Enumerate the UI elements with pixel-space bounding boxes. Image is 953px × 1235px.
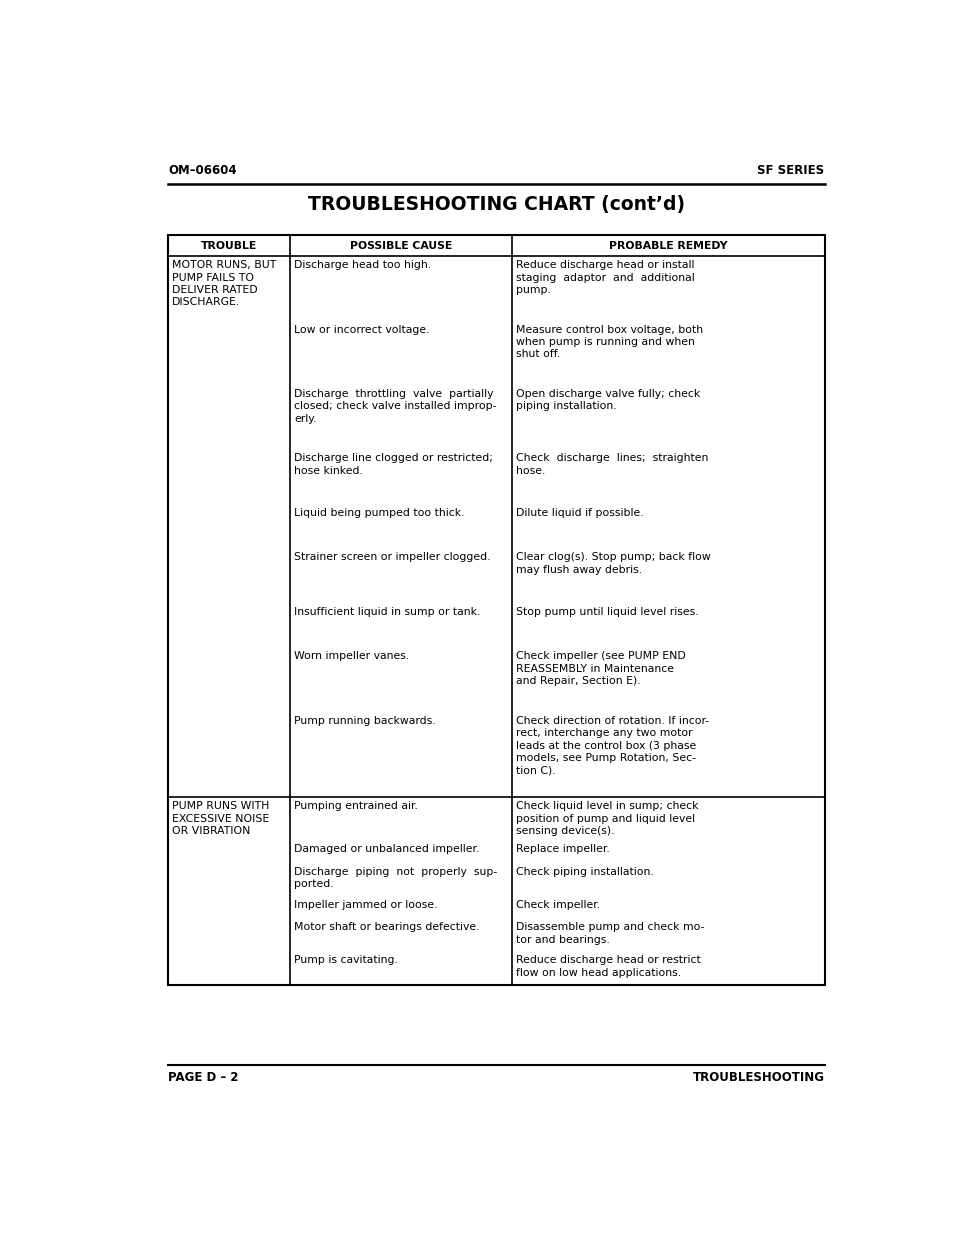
Text: TROUBLESHOOTING CHART (cont’d): TROUBLESHOOTING CHART (cont’d) — [308, 195, 684, 214]
Text: Pumping entrained air.: Pumping entrained air. — [294, 802, 417, 811]
Text: Check impeller.: Check impeller. — [516, 899, 599, 909]
Text: Discharge head too high.: Discharge head too high. — [294, 261, 431, 270]
Text: Check liquid level in sump; check
position of pump and liquid level
sensing devi: Check liquid level in sump; check positi… — [516, 802, 698, 836]
Text: Pump running backwards.: Pump running backwards. — [294, 716, 436, 726]
Text: Low or incorrect voltage.: Low or incorrect voltage. — [294, 325, 430, 335]
Text: Insufficient liquid in sump or tank.: Insufficient liquid in sump or tank. — [294, 606, 480, 616]
Text: Reduce discharge head or restrict
flow on low head applications.: Reduce discharge head or restrict flow o… — [516, 955, 700, 978]
Text: Open discharge valve fully; check
piping installation.: Open discharge valve fully; check piping… — [516, 389, 700, 411]
Text: MOTOR RUNS, BUT
PUMP FAILS TO
DELIVER RATED
DISCHARGE.: MOTOR RUNS, BUT PUMP FAILS TO DELIVER RA… — [172, 261, 276, 308]
Text: POSSIBLE CAUSE: POSSIBLE CAUSE — [350, 241, 452, 251]
Text: TROUBLESHOOTING: TROUBLESHOOTING — [692, 1071, 823, 1083]
Text: Strainer screen or impeller clogged.: Strainer screen or impeller clogged. — [294, 552, 491, 562]
Text: Dilute liquid if possible.: Dilute liquid if possible. — [516, 508, 643, 517]
Text: Check piping installation.: Check piping installation. — [516, 867, 654, 877]
Text: Discharge  throttling  valve  partially
closed; check valve installed improp-
er: Discharge throttling valve partially clo… — [294, 389, 497, 424]
Text: Measure control box voltage, both
when pump is running and when
shut off.: Measure control box voltage, both when p… — [516, 325, 702, 359]
Text: Pump is cavitating.: Pump is cavitating. — [294, 955, 398, 965]
Text: PROBABLE REMEDY: PROBABLE REMEDY — [608, 241, 727, 251]
Text: Discharge line clogged or restricted;
hose kinked.: Discharge line clogged or restricted; ho… — [294, 453, 493, 475]
Text: Check  discharge  lines;  straighten
hose.: Check discharge lines; straighten hose. — [516, 453, 708, 475]
Text: Worn impeller vanes.: Worn impeller vanes. — [294, 651, 409, 662]
Text: Damaged or unbalanced impeller.: Damaged or unbalanced impeller. — [294, 844, 479, 853]
Text: Clear clog(s). Stop pump; back flow
may flush away debris.: Clear clog(s). Stop pump; back flow may … — [516, 552, 710, 574]
Bar — [168, 235, 823, 986]
Text: Motor shaft or bearings defective.: Motor shaft or bearings defective. — [294, 923, 479, 932]
Text: TROUBLE: TROUBLE — [201, 241, 257, 251]
Text: Stop pump until liquid level rises.: Stop pump until liquid level rises. — [516, 606, 699, 616]
Text: Check direction of rotation. If incor-
rect, interchange any two motor
leads at : Check direction of rotation. If incor- r… — [516, 716, 709, 776]
Text: Impeller jammed or loose.: Impeller jammed or loose. — [294, 899, 437, 909]
Text: Disassemble pump and check mo-
tor and bearings.: Disassemble pump and check mo- tor and b… — [516, 923, 704, 945]
Text: SF SERIES: SF SERIES — [757, 164, 823, 178]
Text: Check impeller (see PUMP END
REASSEMBLY in Maintenance
and Repair, Section E).: Check impeller (see PUMP END REASSEMBLY … — [516, 651, 685, 687]
Text: Liquid being pumped too thick.: Liquid being pumped too thick. — [294, 508, 464, 517]
Text: Replace impeller.: Replace impeller. — [516, 844, 609, 853]
Text: Reduce discharge head or install
staging  adaptor  and  additional
pump.: Reduce discharge head or install staging… — [516, 261, 695, 295]
Text: Discharge  piping  not  properly  sup-
ported.: Discharge piping not properly sup- porte… — [294, 867, 497, 889]
Text: PUMP RUNS WITH
EXCESSIVE NOISE
OR VIBRATION: PUMP RUNS WITH EXCESSIVE NOISE OR VIBRAT… — [172, 802, 270, 836]
Text: OM–06604: OM–06604 — [168, 164, 236, 178]
Text: PAGE D – 2: PAGE D – 2 — [168, 1071, 238, 1083]
